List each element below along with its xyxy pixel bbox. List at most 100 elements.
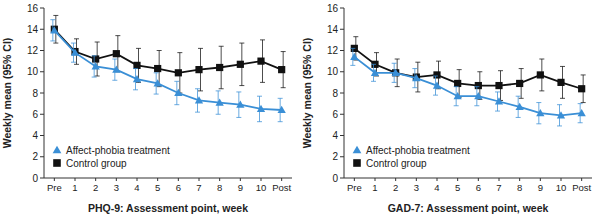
y-tick-label: 12 [27,45,39,56]
x-tick [540,178,541,181]
panel: 0246810121416Pre12345678910PostGAD-7: As… [301,3,592,215]
x-tick [437,178,438,181]
x-tick [54,178,55,181]
y-tick-label: 6 [332,109,338,120]
y-tick [340,156,344,157]
x-tick-label: Post [572,182,591,193]
chart-root: 0246810121416Pre12345678910PostPHQ-9: As… [0,0,600,218]
y-axis-label: Weekly mean (95% CI) [301,38,313,149]
x-tick-label: 5 [455,182,460,193]
y-tick [40,93,44,94]
marker [536,109,544,116]
marker [71,48,79,55]
y-tick-label: 6 [32,109,38,120]
marker [53,146,62,154]
y-tick [40,71,44,72]
x-tick [137,178,138,181]
x-tick [416,178,417,181]
x-tick [157,178,158,181]
x-tick [178,178,179,181]
series-line [54,30,281,110]
panel: 0246810121416Pre12345678910PostPHQ-9: As… [1,3,292,215]
marker [195,96,203,103]
x-tick [499,178,500,181]
marker [257,58,264,65]
y-tick-label: 12 [327,45,339,56]
y-tick [340,8,344,9]
marker [516,103,524,110]
x-tick [199,178,200,181]
marker [113,50,120,57]
y-tick-label: 4 [332,130,338,141]
marker [495,82,502,89]
x-tick-label: 6 [176,182,181,193]
legend-label: Control group [66,158,127,169]
x-tick [116,178,117,181]
y-tick [340,114,344,115]
y-tick-label: 14 [327,24,339,35]
marker [133,75,141,82]
marker [278,106,286,113]
x-tick-label: 6 [476,182,481,193]
marker [92,62,100,69]
x-axis-label: GAD-7: Assessment point, week [388,202,549,214]
marker [557,79,564,86]
y-tick [40,29,44,30]
y-tick-label: 10 [327,66,339,77]
y-tick-label: 10 [27,66,39,77]
y-tick-label: 8 [332,88,338,99]
marker [516,80,523,87]
x-tick-label: 1 [372,182,377,193]
x-tick-label: 3 [414,182,419,193]
y-axis-label: Weekly mean (95% CI) [1,38,13,149]
y-tick [340,178,344,179]
y-tick [40,178,44,179]
marker [237,61,244,68]
marker [412,74,420,81]
chart-svg: 0246810121416Pre12345678910PostPHQ-9: As… [0,0,600,218]
marker [195,66,202,73]
x-axis-line [44,178,292,179]
marker [474,92,482,99]
y-tick [340,71,344,72]
data-group [350,37,586,126]
x-tick-label: 9 [238,182,243,193]
marker [174,89,182,96]
x-tick-label: 8 [517,182,522,193]
x-tick-label: 2 [93,182,98,193]
y-tick [40,156,44,157]
y-tick [340,93,344,94]
marker [578,109,586,116]
marker [578,85,585,92]
marker [495,97,503,104]
x-tick-label: 4 [434,182,439,193]
y-tick-label: 4 [32,130,38,141]
marker [257,105,265,112]
y-tick-label: 2 [32,151,38,162]
x-tick-label: 2 [393,182,398,193]
y-tick [340,50,344,51]
y-tick [40,8,44,9]
marker [353,146,362,154]
marker [475,82,482,89]
x-tick [478,178,479,181]
y-tick-label: 0 [32,173,38,184]
y-tick-label: 2 [332,151,338,162]
y-tick-label: 14 [27,24,39,35]
x-tick-label: 8 [217,182,222,193]
x-tick [395,178,396,181]
x-axis-line [344,178,592,179]
x-axis-label: PHQ-9: Assessment point, week [88,202,248,214]
legend: Affect-phobia treatmentControl group [353,145,470,169]
marker [175,69,182,76]
x-tick-label: 10 [556,182,567,193]
y-tick [40,50,44,51]
marker [51,26,58,33]
y-tick-label: 0 [332,173,338,184]
x-tick-label: 10 [256,182,267,193]
x-tick [261,178,262,181]
x-tick-label: 7 [196,182,201,193]
marker [454,92,462,99]
marker [53,159,61,167]
x-tick-label: 1 [72,182,77,193]
